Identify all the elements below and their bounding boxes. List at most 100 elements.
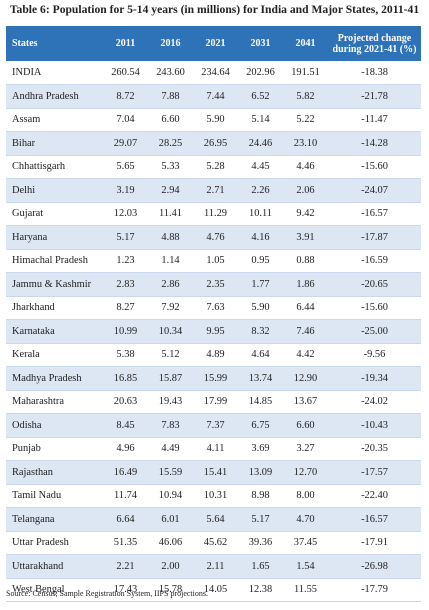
projected-change-cell: -10.43 — [328, 413, 421, 438]
table-row: Telangana 6.64 6.01 5.64 5.17 4.70 -16.57 — [6, 507, 421, 532]
value-2011-cell: 16.49 — [103, 460, 148, 485]
value-2011-cell: 7.04 — [103, 108, 148, 132]
value-2016-cell: 2.86 — [148, 272, 193, 297]
value-2041-cell: 2.06 — [283, 178, 328, 203]
state-cell: INDIA — [6, 61, 103, 85]
value-2031-cell: 4.45 — [238, 155, 283, 179]
value-2031-cell: 8.32 — [238, 319, 283, 344]
value-2041-cell: 5.22 — [283, 108, 328, 132]
state-cell: Odisha — [6, 413, 103, 438]
projected-change-cell: -16.57 — [328, 202, 421, 226]
table-row: Rajasthan 16.49 15.59 15.41 13.09 12.70 -17.57 — [6, 460, 421, 485]
header-2011: 2011 — [115, 38, 136, 49]
projected-change-cell: -17.57 — [328, 460, 421, 485]
value-2021-cell: 2.11 — [193, 554, 238, 579]
header-change-line2: during 2021-41 (%) — [332, 43, 417, 55]
value-2011-cell: 16.85 — [103, 366, 148, 391]
value-2031-cell: 202.96 — [238, 61, 283, 85]
value-2011-cell: 5.65 — [103, 155, 148, 179]
value-2041-cell: 5.82 — [283, 84, 328, 109]
value-2031-cell: 13.74 — [238, 366, 283, 391]
table-row: Tamil Nadu 11.74 10.94 10.31 8.98 8.00 -22.40 — [6, 484, 421, 508]
value-2011-cell: 8.27 — [103, 296, 148, 320]
value-2016-cell: 1.14 — [148, 249, 193, 273]
value-2016-cell: 11.41 — [148, 202, 193, 226]
projected-change-cell: -25.00 — [328, 319, 421, 344]
value-2011-cell: 8.45 — [103, 413, 148, 438]
header-states: States — [12, 38, 38, 49]
table-row: Madhya Pradesh 16.85 15.87 15.99 13.74 12.90-… — [6, 366, 421, 391]
header-projected-change: Projected change during 2021-41 (%) — [328, 26, 421, 61]
value-2041-cell: 13.67 — [283, 390, 328, 414]
value-2031-cell: 39.36 — [238, 531, 283, 555]
header-2041: 2041 — [295, 38, 316, 49]
value-2021-cell: 11.29 — [193, 202, 238, 226]
value-2021-cell: 4.11 — [193, 437, 238, 461]
value-2041-cell: 1.86 — [283, 272, 328, 297]
value-2021-cell: 4.89 — [193, 343, 238, 367]
value-2011-cell: 11.74 — [103, 484, 148, 508]
value-2041-cell: 3.91 — [283, 225, 328, 250]
header-2016: 2016 — [160, 38, 181, 49]
value-2041-cell: 4.46 — [283, 155, 328, 179]
value-2011-cell: 10.99 — [103, 319, 148, 344]
value-2011-cell: 2.83 — [103, 272, 148, 297]
value-2031-cell: 1.65 — [238, 554, 283, 579]
value-2031-cell: 6.52 — [238, 84, 283, 109]
value-2021-cell: 7.37 — [193, 413, 238, 438]
value-2011-cell: 4.96 — [103, 437, 148, 461]
projected-change-cell: -26.98 — [328, 554, 421, 579]
projected-change-cell: -24.02 — [328, 390, 421, 414]
state-cell: Karnataka — [6, 319, 103, 344]
value-2021-cell: 26.95 — [193, 131, 238, 156]
value-2031-cell: 5.17 — [238, 507, 283, 532]
projected-change-cell: -15.60 — [328, 155, 421, 179]
value-2016-cell: 15.78 — [148, 578, 193, 602]
table-row: West Bengal 17.43 15.78 14.05 12.38 11.55 -17.… — [6, 578, 421, 602]
state-cell: Madhya Pradesh — [6, 366, 103, 391]
value-2016-cell: 15.87 — [148, 366, 193, 391]
value-2031-cell: 13.09 — [238, 460, 283, 485]
value-2031-cell: 2.26 — [238, 178, 283, 203]
state-cell: Uttarakhand — [6, 554, 103, 579]
value-2011-cell: 17.43 — [103, 578, 148, 602]
value-2041-cell: 6.60 — [283, 413, 328, 438]
population-table: States 2011 2016 2021 2031 2041 Projecte… — [6, 26, 421, 602]
value-2016-cell: 28.25 — [148, 131, 193, 156]
value-2016-cell: 5.12 — [148, 343, 193, 367]
projected-change-cell: -16.59 — [328, 249, 421, 273]
projected-change-cell: -20.65 — [328, 272, 421, 297]
value-2031-cell: 4.64 — [238, 343, 283, 367]
state-cell: Jharkhand — [6, 296, 103, 320]
table-row: Delhi 3.19 2.94 2.71 2.26 2.06 -24.07 — [6, 178, 421, 203]
table-row: Kerala 5.38 5.12 4.89 4.64 4.42 -9.56 — [6, 343, 421, 367]
value-2041-cell: 4.70 — [283, 507, 328, 532]
value-2021-cell: 2.35 — [193, 272, 238, 297]
table-row: Odisha 8.45 7.83 7.37 6.75 6.60 -10.43 — [6, 413, 421, 438]
value-2011-cell: 1.23 — [103, 249, 148, 273]
table-row: Andhra Pradesh 8.72 7.88 7.44 6.52 5.82 -21.78 — [6, 84, 421, 109]
header-2031: 2031 — [250, 38, 271, 49]
table-row: Punjab 4.96 4.49 4.11 3.69 3.27 -20.35 — [6, 437, 421, 461]
value-2021-cell: 17.99 — [193, 390, 238, 414]
state-cell: Delhi — [6, 178, 103, 203]
value-2016-cell: 4.49 — [148, 437, 193, 461]
value-2011-cell: 8.72 — [103, 84, 148, 109]
state-cell: Rajasthan — [6, 460, 103, 485]
table-row: Jammu & Kashmir 2.83 2.86 2.35 1.77 1.86 -20.6… — [6, 272, 421, 297]
state-cell: Haryana — [6, 225, 103, 250]
value-2031-cell: 6.75 — [238, 413, 283, 438]
projected-change-cell: -24.07 — [328, 178, 421, 203]
state-cell: Andhra Pradesh — [6, 84, 103, 109]
state-cell: Chhattisgarh — [6, 155, 103, 179]
state-cell: Telangana — [6, 507, 103, 532]
value-2041-cell: 7.46 — [283, 319, 328, 344]
projected-change-cell: -15.60 — [328, 296, 421, 320]
value-2041-cell: 23.10 — [283, 131, 328, 156]
table-row: INDIA 260.54 243.60 234.64 202.96 191.51 -18.3… — [6, 61, 421, 85]
state-cell: Tamil Nadu — [6, 484, 103, 508]
value-2021-cell: 2.71 — [193, 178, 238, 203]
value-2011-cell: 260.54 — [103, 61, 148, 85]
value-2016-cell: 15.59 — [148, 460, 193, 485]
